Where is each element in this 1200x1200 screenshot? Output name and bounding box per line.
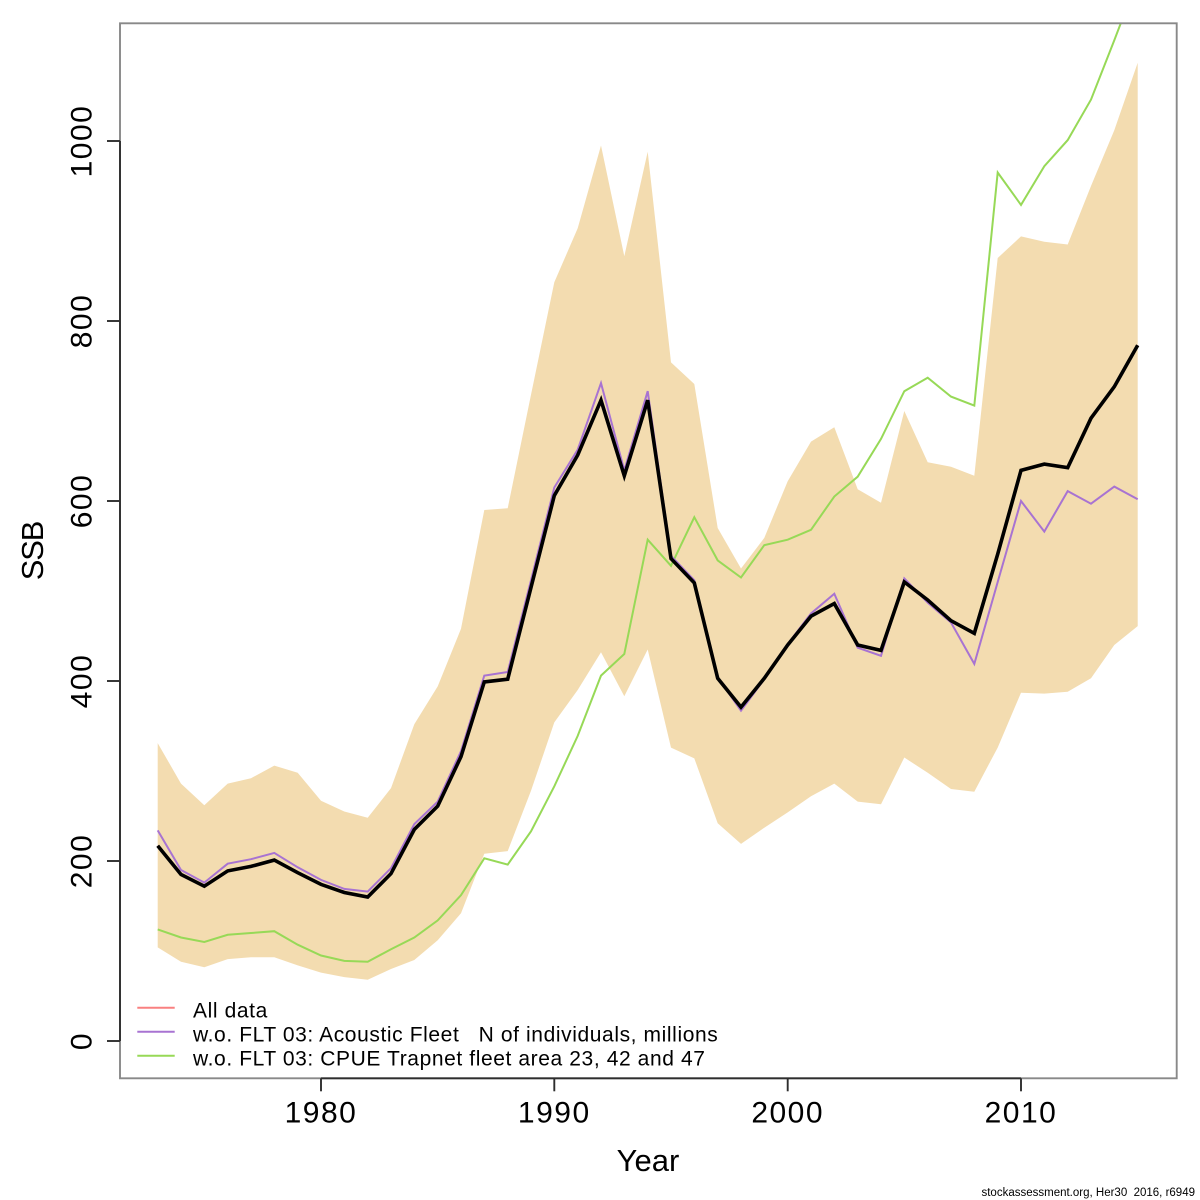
svg-text:1990: 1990 (518, 1097, 591, 1130)
svg-text:w.o. FLT 03: CPUE Trapnet flee: w.o. FLT 03: CPUE Trapnet fleet area 23,… (192, 1047, 706, 1070)
svg-text:600: 600 (66, 474, 99, 529)
svg-text:400: 400 (66, 654, 99, 709)
svg-text:800: 800 (66, 294, 99, 349)
svg-text:200: 200 (66, 834, 99, 889)
svg-text:w.o. FLT 03: Acoustic Fleet: w.o. FLT 03: Acoustic Fleet N of individ… (192, 1023, 718, 1046)
svg-text:1000: 1000 (66, 105, 99, 178)
svg-text:0: 0 (66, 1032, 99, 1050)
svg-text:1980: 1980 (285, 1097, 358, 1130)
svg-text:All data: All data (193, 999, 268, 1022)
svg-text:stockassessment.org, Her30 20: stockassessment.org, Her30 2016, r6949 (981, 1187, 1195, 1199)
svg-text:2000: 2000 (751, 1097, 824, 1130)
svg-text:SSB: SSB (15, 521, 50, 580)
svg-text:2010: 2010 (985, 1097, 1058, 1130)
svg-text:Year: Year (617, 1143, 680, 1178)
